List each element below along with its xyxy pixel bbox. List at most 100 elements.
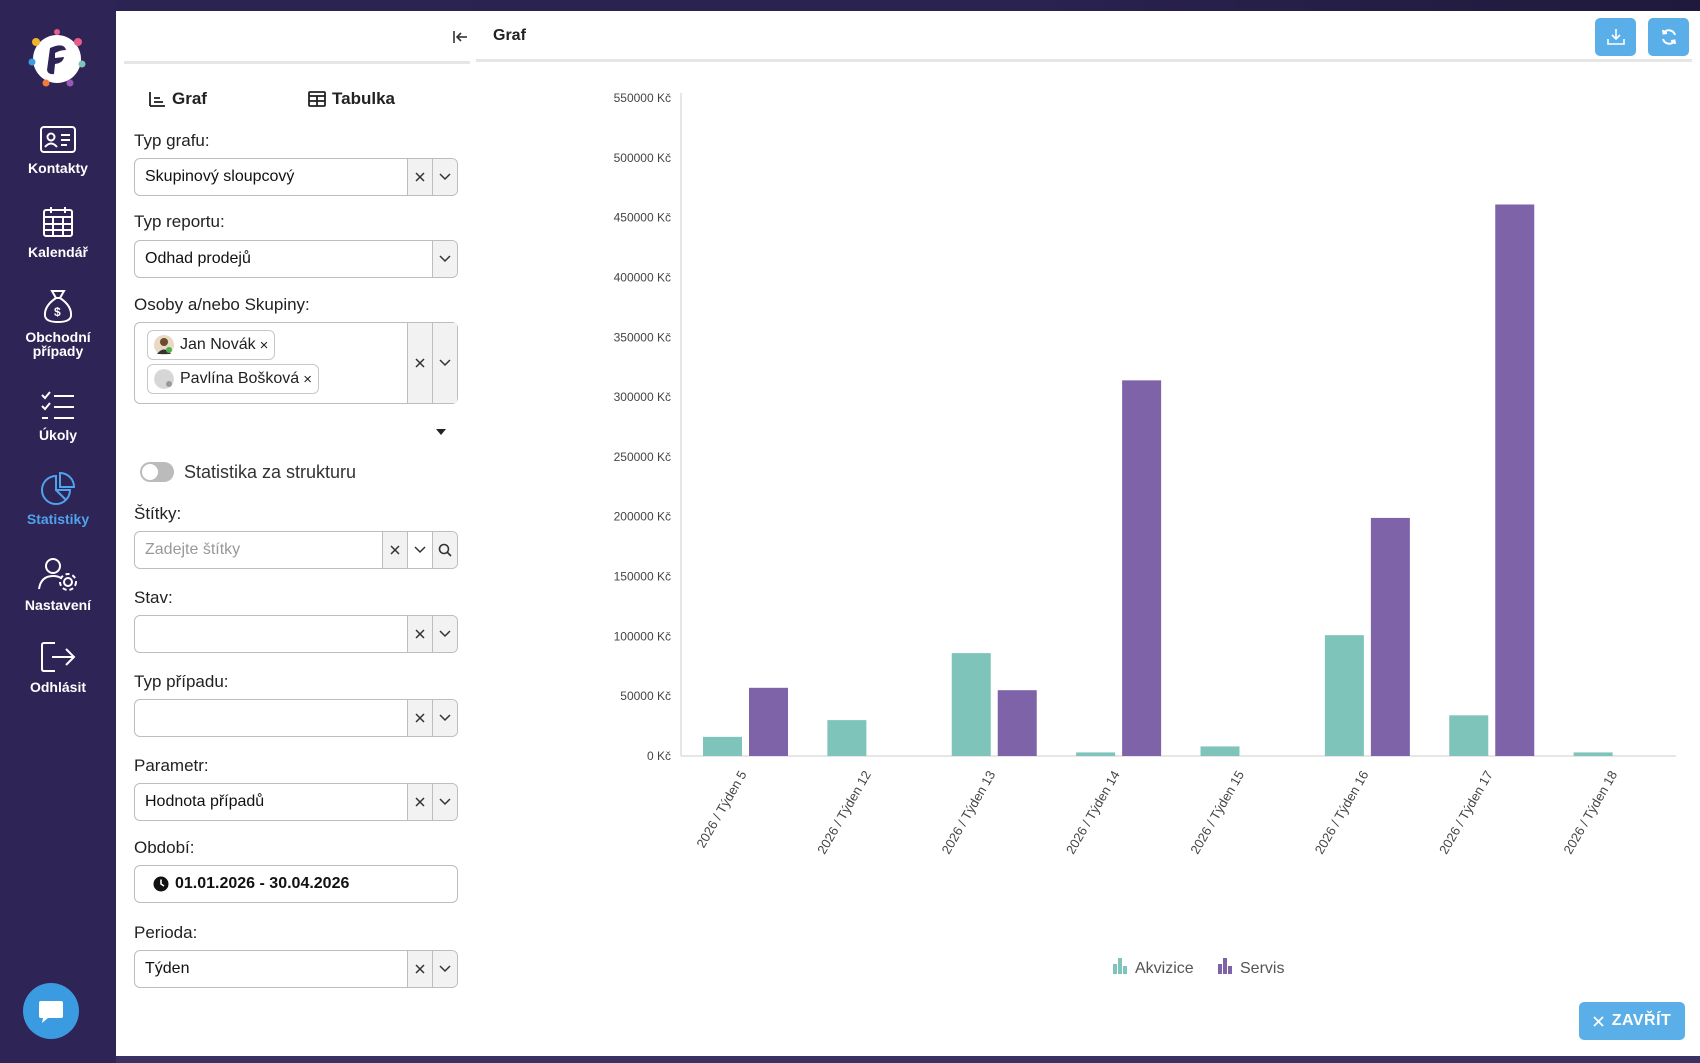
legend-item-servis[interactable]: Servis <box>1218 958 1284 977</box>
status-clear[interactable] <box>407 616 432 652</box>
chat-bubble-icon <box>39 1001 63 1023</box>
person-chip: Jan Novák × <box>147 330 276 360</box>
collapse-panel-button[interactable] <box>450 27 470 47</box>
tab-graph[interactable]: Graf <box>148 89 207 109</box>
period-select[interactable]: Týden <box>134 950 458 988</box>
people-clear[interactable] <box>407 323 432 403</box>
bar-akvizice <box>1200 746 1240 756</box>
parameter-select[interactable]: Hodnota případů <box>134 783 458 821</box>
remove-chip-button[interactable]: × <box>303 370 312 388</box>
contact-card-icon <box>40 126 76 153</box>
clock-icon <box>153 876 169 892</box>
report-type-value: Odhad prodejů <box>145 250 251 267</box>
nav-item-calendar[interactable]: Kalendář <box>0 205 116 259</box>
nav-item-statistics[interactable]: Statistiky <box>0 472 116 526</box>
nav-item-tasks[interactable]: Úkoly <box>0 390 116 442</box>
y-tick-label: 200000 Kč <box>614 510 671 524</box>
tags-search[interactable] <box>432 532 457 568</box>
close-button-label: ZAVŘÍT <box>1611 1012 1672 1029</box>
tags-clear[interactable] <box>382 532 407 568</box>
nav-item-settings[interactable]: Nastavení <box>0 556 116 612</box>
legend-swatch <box>1223 958 1227 974</box>
period-clear[interactable] <box>407 951 432 987</box>
chart-type-select[interactable]: Skupinový sloupcový <box>134 158 458 196</box>
tags-input[interactable]: Zadejte štítky <box>134 531 458 569</box>
nav-label-logout: Odhlásit <box>29 679 86 695</box>
close-icon <box>390 545 400 555</box>
y-tick-label: 0 Kč <box>647 749 671 763</box>
person-chip: Pavlína Bošková × <box>147 364 319 394</box>
x-tick-label: 2026 / Týden 15 <box>1187 768 1247 857</box>
report-type-dropdown[interactable] <box>432 241 457 277</box>
remove-chip-button[interactable]: × <box>259 336 269 354</box>
nav-item-contacts[interactable]: Kontakty <box>0 123 116 175</box>
legend-swatch <box>1228 966 1232 974</box>
search-icon <box>438 543 452 557</box>
period-value: Týden <box>145 960 190 977</box>
status-select[interactable] <box>134 615 458 653</box>
report-type-select[interactable]: Odhad prodejů <box>134 240 458 278</box>
legend-swatch <box>1113 964 1117 974</box>
nav-item-logout[interactable]: Odhlásit <box>0 640 116 694</box>
chevron-down-icon <box>439 359 451 367</box>
close-button[interactable]: ZAVŘÍT <box>1579 1002 1685 1040</box>
parameter-dropdown[interactable] <box>432 784 457 820</box>
tags-dropdown[interactable] <box>407 532 432 568</box>
period-dropdown[interactable] <box>432 951 457 987</box>
nav-label-calendar: Kalendář <box>28 244 88 260</box>
bar-akvizice <box>1573 752 1613 756</box>
structure-toggle[interactable] <box>140 462 174 482</box>
chart-panel-title: Graf <box>493 27 526 44</box>
nav-label-contacts: Kontakty <box>28 160 88 176</box>
avatar <box>154 335 174 355</box>
chart-type-value: Skupinový sloupcový <box>145 168 295 185</box>
close-icon <box>415 358 425 368</box>
bottom-strip <box>116 1056 1700 1063</box>
tab-table[interactable]: Tabulka <box>308 89 395 109</box>
people-dropdown[interactable] <box>432 323 457 403</box>
case-type-select[interactable] <box>134 699 458 737</box>
x-tick-label: 2026 / Týden 5 <box>693 768 749 850</box>
pie-chart-icon <box>41 472 76 505</box>
y-tick-label: 350000 Kč <box>614 330 671 344</box>
people-select[interactable]: Jan Novák × Pavlína Bošková × <box>134 322 458 404</box>
app-logo[interactable] <box>26 28 88 90</box>
chart-header-divider <box>476 59 1692 62</box>
case-type-dropdown[interactable] <box>432 700 457 736</box>
legend-item-akvizice[interactable]: Akvizice <box>1113 958 1194 977</box>
chat-button[interactable] <box>23 983 79 1039</box>
person-chip-label: Jan Novák <box>180 336 256 353</box>
tags-label: Štítky: <box>134 504 182 523</box>
case-type-clear[interactable] <box>407 700 432 736</box>
svg-text:$: $ <box>54 305 61 319</box>
structure-toggle-label: Statistika za strukturu <box>184 462 357 482</box>
caret-down-icon[interactable] <box>436 429 446 435</box>
nav-item-deals[interactable]: $ Obchodní případy <box>0 288 116 358</box>
chart-type-dropdown[interactable] <box>432 159 457 195</box>
calendar-icon <box>43 207 73 237</box>
filter-panel: Graf Tabulka Typ grafu: Skupinový sloupc… <box>124 11 470 1056</box>
nav-label-deals: Obchodní případy <box>25 329 91 359</box>
close-icon <box>1593 1015 1604 1027</box>
download-button[interactable] <box>1595 18 1636 56</box>
chevron-down-icon <box>439 173 451 181</box>
chart-type-label: Typ grafu: <box>134 131 210 150</box>
period-range-picker[interactable]: 01.01.2026 - 30.04.2026 <box>134 865 458 903</box>
refresh-button[interactable] <box>1648 18 1689 56</box>
tags-placeholder: Zadejte štítky <box>145 541 241 558</box>
parameter-clear[interactable] <box>407 784 432 820</box>
y-tick-label: 50000 Kč <box>620 689 671 703</box>
bar-servis <box>997 690 1037 756</box>
people-label: Osoby a/nebo Skupiny: <box>134 295 310 314</box>
bar-akvizice <box>1324 635 1364 756</box>
legend-swatch <box>1123 966 1127 974</box>
person-chip-label: Pavlína Bošková <box>180 370 300 387</box>
y-tick-label: 400000 Kč <box>614 270 671 284</box>
status-dropdown[interactable] <box>432 616 457 652</box>
refresh-icon <box>1661 29 1676 45</box>
bar-akvizice <box>1449 715 1489 756</box>
y-tick-label: 550000 Kč <box>614 91 671 105</box>
top-strip <box>0 0 1700 11</box>
bar-servis <box>1122 380 1162 756</box>
chart-type-clear[interactable] <box>407 159 432 195</box>
